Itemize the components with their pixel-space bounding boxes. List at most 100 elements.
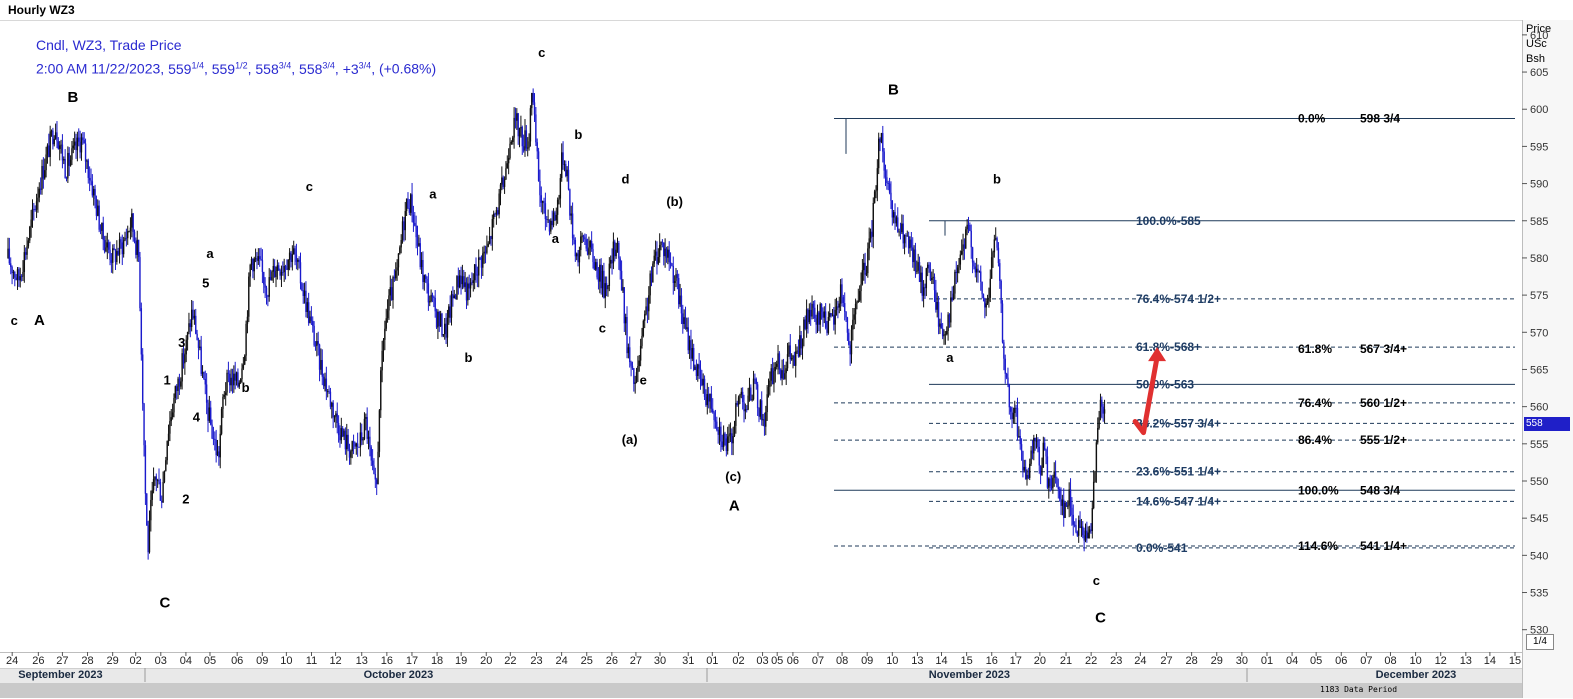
price-scale-header: Price USc Bsh bbox=[1526, 22, 1551, 67]
candle-body bbox=[797, 350, 800, 357]
fib-pct: 114.6% bbox=[1298, 539, 1338, 553]
candle-body bbox=[980, 271, 982, 282]
candle-body bbox=[196, 333, 198, 340]
candle-body bbox=[750, 387, 752, 401]
candle-body bbox=[403, 221, 405, 231]
candle-body bbox=[386, 310, 389, 319]
candle-body bbox=[411, 194, 413, 215]
candle-body bbox=[1022, 451, 1024, 471]
candle-body bbox=[705, 396, 707, 406]
candle-body bbox=[267, 295, 269, 297]
candle-body bbox=[7, 248, 9, 258]
candle-body bbox=[882, 133, 884, 152]
candle-body bbox=[146, 493, 148, 526]
candle-body bbox=[312, 320, 314, 326]
candle-body bbox=[488, 236, 491, 244]
candle-body bbox=[770, 368, 772, 381]
wave-label: b bbox=[464, 350, 472, 365]
candle-body bbox=[132, 213, 134, 232]
candle-body bbox=[925, 268, 928, 289]
candle-body bbox=[789, 345, 791, 360]
candle-body bbox=[547, 219, 549, 221]
candle-body bbox=[88, 177, 91, 181]
candle-body bbox=[452, 294, 454, 299]
candle-body bbox=[551, 220, 553, 226]
candle-body bbox=[159, 482, 162, 501]
candle-body bbox=[24, 252, 27, 255]
candle-body bbox=[839, 284, 842, 304]
candle-body bbox=[624, 317, 627, 324]
candle-body bbox=[90, 180, 92, 182]
candle-body bbox=[1016, 407, 1019, 437]
candle-body bbox=[826, 327, 828, 333]
candle-body bbox=[162, 482, 164, 503]
candle-body bbox=[914, 249, 917, 272]
candle-body bbox=[1038, 446, 1040, 466]
candle-body bbox=[558, 198, 560, 200]
candle-body bbox=[35, 201, 38, 210]
candle-body bbox=[741, 391, 744, 403]
candle-body bbox=[26, 246, 28, 255]
candle-body bbox=[351, 441, 353, 452]
candle-body bbox=[571, 213, 574, 239]
candle-body bbox=[680, 295, 683, 314]
candle-body bbox=[366, 417, 368, 439]
candle-body bbox=[718, 426, 721, 435]
candle-body bbox=[654, 251, 657, 256]
candle-body bbox=[171, 412, 174, 418]
fib-pct: 61.8% bbox=[1298, 342, 1332, 356]
candle-body bbox=[673, 280, 676, 283]
candle-body bbox=[627, 347, 630, 354]
month-label: December 2023 bbox=[1375, 669, 1457, 681]
candle-body bbox=[520, 127, 522, 129]
candle-body bbox=[148, 520, 151, 553]
candle-body bbox=[1015, 407, 1017, 409]
candle-body bbox=[1023, 466, 1025, 471]
candle-body bbox=[892, 212, 895, 218]
candle-body bbox=[226, 372, 228, 393]
candle-body bbox=[841, 284, 843, 298]
candle-body bbox=[117, 251, 119, 255]
candle-body bbox=[218, 451, 220, 458]
candle-body bbox=[1019, 435, 1021, 445]
candle-body bbox=[1011, 411, 1013, 420]
candle-body bbox=[843, 303, 846, 312]
candle-body bbox=[261, 260, 264, 272]
candle-body bbox=[197, 339, 200, 348]
candle-body bbox=[722, 433, 725, 448]
candle-body bbox=[80, 137, 83, 153]
candle-body bbox=[746, 409, 748, 410]
candle-body bbox=[502, 177, 504, 187]
candle-body bbox=[282, 272, 284, 273]
candle-body bbox=[724, 433, 726, 439]
price-fraction-box[interactable]: 1/4 bbox=[1526, 634, 1554, 650]
candle-body bbox=[456, 276, 458, 300]
candle-body bbox=[61, 144, 64, 161]
candle-body bbox=[103, 240, 106, 252]
fib-pct: 76.4% bbox=[1298, 396, 1332, 410]
candle-body bbox=[29, 226, 31, 241]
candle-body bbox=[756, 384, 759, 409]
candle-body bbox=[238, 382, 240, 387]
candle-body bbox=[1031, 450, 1034, 454]
scroll-strip[interactable] bbox=[0, 683, 1522, 698]
candle-body bbox=[276, 265, 279, 272]
candle-body bbox=[445, 323, 447, 338]
wave-label: A bbox=[729, 498, 740, 515]
price-scale[interactable] bbox=[1522, 20, 1573, 698]
candle-body bbox=[42, 165, 45, 179]
candle-body bbox=[178, 378, 181, 387]
candle-body bbox=[355, 443, 357, 447]
candle-body bbox=[868, 238, 870, 249]
candle-body bbox=[622, 287, 624, 291]
candle-body bbox=[439, 313, 442, 327]
candle-body bbox=[1097, 428, 1099, 443]
candle-body bbox=[950, 297, 952, 323]
candle-body bbox=[335, 413, 337, 417]
candle-body bbox=[675, 274, 677, 281]
candle-body bbox=[648, 295, 650, 312]
candle-body bbox=[541, 201, 544, 203]
candle-body bbox=[585, 239, 587, 249]
candle-body bbox=[328, 391, 330, 393]
